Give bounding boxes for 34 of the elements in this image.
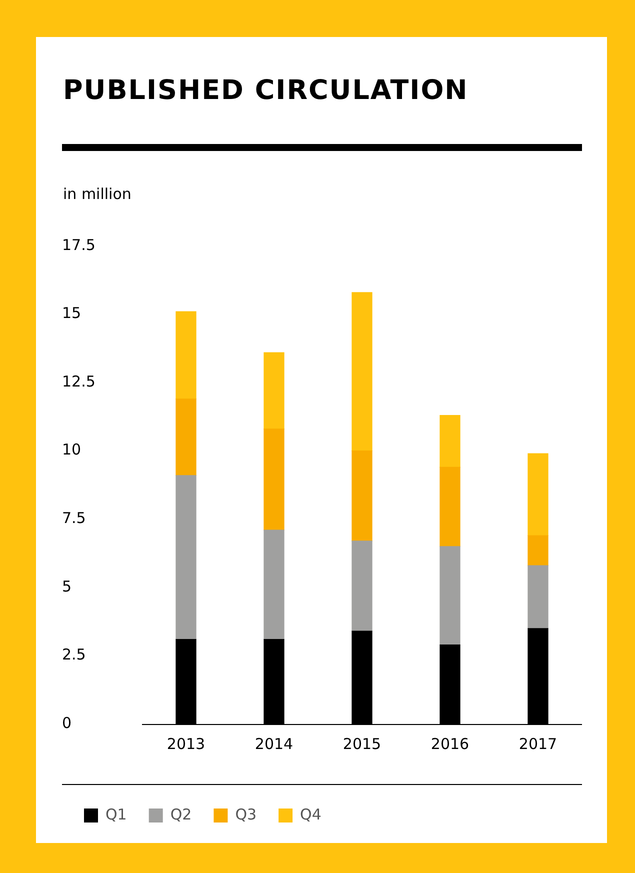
bar [528,535,548,566]
bar [528,453,548,536]
bar [264,352,284,430]
bar [528,565,548,629]
legend-label: Q3 [235,805,257,824]
y-tick-label: 15 [62,304,82,322]
bar [176,398,196,476]
bar [264,428,284,530]
y-tick-label: 2.5 [62,646,86,664]
y-tick-label: 10 [62,440,82,459]
y-tick-label: 0 [62,714,72,732]
x-tick-label: 2013 [166,734,206,753]
y-tick-label: 12.5 [62,372,96,390]
bar [440,546,460,646]
y-tick-label: 5 [62,577,72,596]
x-tick-label: 2017 [518,734,558,753]
bar [176,311,196,400]
x-tick-label: 2016 [430,734,470,753]
y-axis-title: in million [63,185,132,203]
bar [176,475,196,640]
bar [352,450,372,542]
x-tick-label: 2015 [342,734,382,753]
chart-title: PUBLISHED CIRCULATION [63,75,468,106]
bar [264,530,284,640]
legend-label: Q2 [170,805,192,824]
legend-label: Q4 [300,805,322,824]
x-tick-label: 2014 [254,734,294,753]
bar [352,292,372,452]
y-tick-label: 17.5 [62,236,96,254]
bar [440,415,460,468]
y-tick-label: 7.5 [62,509,86,528]
bar [352,540,372,632]
legend-label: Q1 [106,805,127,824]
bar [440,466,460,547]
